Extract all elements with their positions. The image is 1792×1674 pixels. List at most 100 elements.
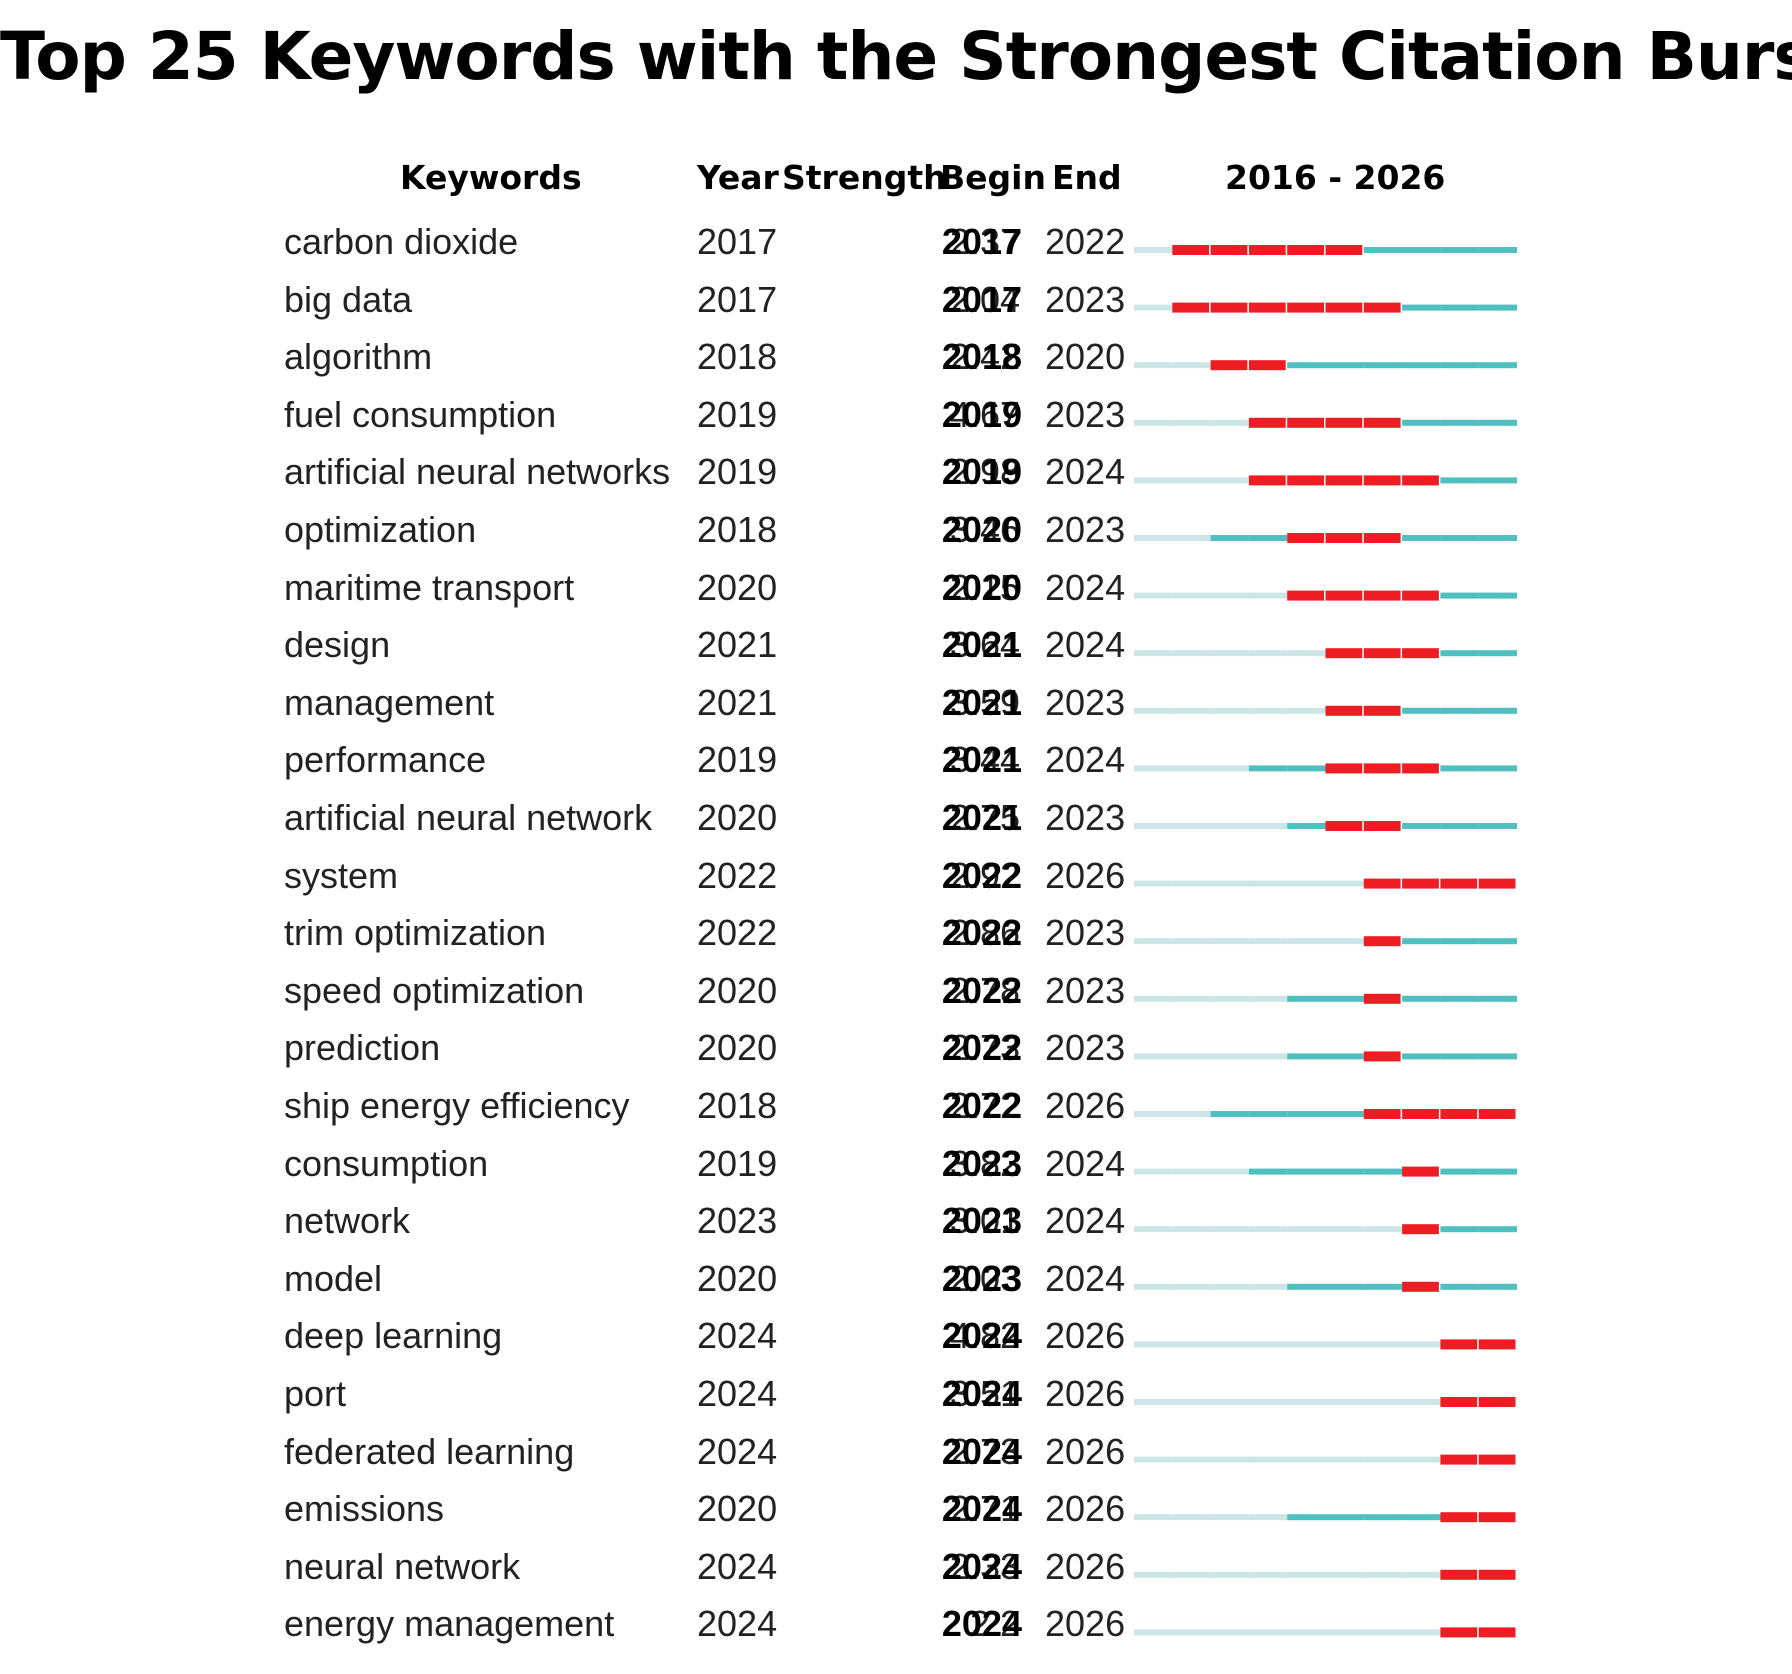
timeline-segment-active [1440, 362, 1479, 369]
year-cell: 2020 [697, 797, 778, 838]
timeline-segment-active [1287, 362, 1326, 369]
year-cell: 2024 [697, 1603, 778, 1645]
begin-cell: 2024 [941, 1603, 1022, 1645]
timeline-segment-inactive [1134, 304, 1173, 311]
timeline-segment-inactive [1172, 1053, 1211, 1060]
timeline-segment-inactive [1363, 1571, 1403, 1578]
timeline-segment-inactive [1248, 1571, 1288, 1578]
chart-title: Top 25 Keywords with the Strongest Citat… [0, 18, 1792, 95]
timeline-segment-burst [1210, 245, 1248, 255]
header-end: End [1052, 158, 1122, 197]
year-cell: 2020 [697, 1027, 778, 1069]
timeline-segment-inactive [1210, 823, 1249, 829]
timeline-segment-inactive [1248, 1226, 1288, 1233]
timeline-segment-active [1478, 419, 1517, 426]
timeline-segment-active [1325, 362, 1364, 369]
timeline-segment-inactive [1363, 1341, 1403, 1348]
timeline-segment-burst [1402, 763, 1439, 774]
year-cell: 2023 [697, 1200, 778, 1242]
timeline-segment-inactive [1248, 938, 1288, 945]
year-cell: 2018 [697, 1085, 778, 1126]
timeline-segment-burst [1172, 245, 1210, 255]
timeline-segment-inactive [1325, 1341, 1364, 1348]
timeline-segment-inactive [1172, 938, 1211, 945]
table-row: network 2023 3.01 2023 2024 [0, 1192, 1792, 1249]
timeline-segment-active [1325, 1111, 1364, 1117]
table-row: deep learning 2024 4.82 2024 2026 [0, 1307, 1792, 1364]
timeline-segment-active [1287, 1053, 1326, 1060]
end-cell: 2024 [1045, 1142, 1126, 1184]
timeline-segment-inactive [1402, 1456, 1441, 1463]
table-row: speed optimization 2020 2.78 2022 2023 [0, 962, 1792, 1019]
end-cell: 2023 [1045, 912, 1126, 954]
table-row: algorithm 2018 2.42 2018 2020 [0, 328, 1792, 385]
table-row: federated learning 2024 2.73 2024 2026 [0, 1423, 1792, 1480]
timeline-segment-inactive [1248, 650, 1288, 657]
year-cell: 2019 [697, 1142, 778, 1184]
end-cell: 2026 [1045, 1488, 1126, 1530]
table-row: fuel consumption 2019 4.67 2019 2023 [0, 386, 1792, 443]
timeline-segment-inactive [1134, 1514, 1173, 1521]
timeline-segment-active [1287, 995, 1326, 1002]
timeline-segment-burst [1248, 417, 1286, 428]
timeline-segment-active [1478, 247, 1517, 253]
timeline-segment-inactive [1248, 1283, 1288, 1290]
timeline-segment-inactive [1172, 1341, 1211, 1348]
timeline-segment-burst [1440, 1512, 1478, 1523]
table-row: artificial neural network 2020 2.75 2021 202… [0, 789, 1792, 846]
timeline-segment-active [1248, 1111, 1288, 1117]
timeline-segment-inactive [1210, 650, 1249, 657]
timeline-segment-inactive [1210, 1514, 1249, 1521]
keyword-cell: design [284, 624, 391, 666]
header-begin: Begin [940, 158, 1046, 197]
timeline-segment-burst [1478, 1454, 1516, 1465]
timeline-segment-burst [1402, 1109, 1439, 1119]
timeline-segment-burst [1440, 1109, 1478, 1119]
timeline-segment-inactive [1172, 362, 1211, 369]
end-cell: 2026 [1045, 1545, 1126, 1587]
year-cell: 2018 [697, 509, 778, 550]
timeline-segment-inactive [1210, 1629, 1249, 1636]
keyword-cell: model [284, 1257, 383, 1299]
timeline-segment-active [1325, 1053, 1364, 1060]
timeline-segment-active [1478, 362, 1517, 369]
timeline-segment-inactive [1134, 995, 1173, 1002]
timeline-segment-burst [1440, 878, 1478, 889]
timeline-segment-burst [1478, 1109, 1516, 1119]
end-cell: 2026 [1045, 1085, 1126, 1126]
begin-cell: 2022 [941, 1027, 1022, 1069]
timeline-segment-burst [1172, 302, 1210, 313]
timeline-segment-burst [1325, 475, 1363, 486]
timeline-segment-active [1478, 823, 1517, 829]
timeline-segment-inactive [1134, 362, 1173, 369]
timeline-segment-inactive [1248, 823, 1288, 829]
begin-cell: 2023 [941, 1257, 1022, 1299]
timeline-segment-burst [1325, 821, 1363, 831]
strength-cell: 2.42 [949, 336, 1020, 378]
timeline-segment-active [1210, 1111, 1249, 1117]
timeline-segment-inactive [1363, 1399, 1403, 1405]
timeline-segment-inactive [1210, 1283, 1249, 1290]
timeline-segment-inactive [1134, 1571, 1173, 1578]
timeline-segment-burst [1325, 763, 1363, 774]
timeline-segment-inactive [1402, 1341, 1441, 1348]
timeline-segment-active [1440, 304, 1479, 311]
table-row: energy management 2024 2.2 2024 2026 [0, 1595, 1792, 1652]
timeline-segment-burst [1248, 475, 1286, 486]
timeline-segment-inactive [1172, 1283, 1211, 1290]
begin-cell: 2024 [941, 1488, 1022, 1530]
timeline-segment-active [1478, 477, 1517, 484]
timeline-segment-inactive [1248, 995, 1288, 1002]
timeline-segment-active [1478, 995, 1517, 1002]
header-range: 2016 - 2026 [1225, 158, 1446, 197]
end-cell: 2026 [1045, 1373, 1126, 1414]
timeline-segment-inactive [1248, 1629, 1288, 1636]
keyword-cell: performance [284, 739, 487, 781]
timeline-segment-inactive [1172, 1111, 1211, 1117]
table-row: neural network 2024 2.33 2024 2026 [0, 1538, 1792, 1595]
timeline-segment-inactive [1172, 419, 1211, 426]
begin-cell: 2022 [941, 1085, 1022, 1126]
keyword-cell: management [284, 681, 495, 723]
timeline-segment-inactive [1172, 535, 1211, 541]
keyword-cell: system [284, 854, 399, 896]
